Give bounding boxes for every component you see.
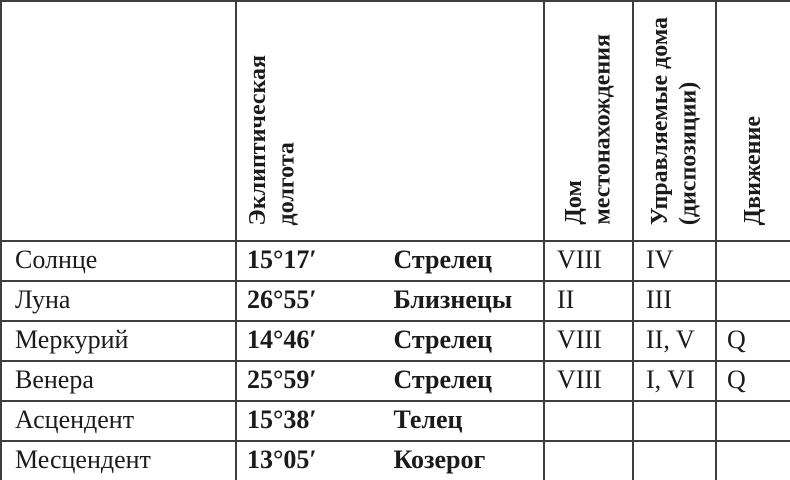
longitude-cell: 15°38′ Телец [235, 400, 545, 442]
longitude-cell: 14°46′ Стрелец [235, 320, 545, 362]
planet-name: Солнце [0, 240, 237, 282]
longitude-cell: 15°17′ Стрелец [235, 240, 545, 282]
table-row-midheaven: Месцендент 13°05′ Козерог [0, 440, 790, 480]
zodiac-sign: Стрелец [393, 365, 493, 394]
header-line: (диспозиции) [675, 81, 702, 225]
zodiac-sign: Близнецы [393, 285, 513, 314]
ruled-houses-value [632, 440, 717, 480]
header-house-of-location-vtext: Дом местонахождения [560, 34, 617, 225]
ruled-houses-value [632, 400, 717, 442]
longitude-value: 15°17′ [247, 245, 317, 274]
longitude-value: 25°59′ [247, 365, 317, 394]
table-header-row: Эклиптическая долгота Дом местонахождени… [0, 0, 790, 242]
planet-name: Луна [0, 280, 237, 322]
ruled-houses-value: IV [632, 240, 717, 282]
planet-name: Меркурий [0, 320, 237, 362]
planet-name: Венера [0, 360, 237, 402]
house-value: VIII [543, 320, 634, 362]
table-row-ascendant: Асцендент 15°38′ Телец [0, 400, 790, 442]
longitude-value: 13°05′ [247, 445, 317, 474]
longitude-cell: 26°55′ Близнецы [235, 280, 545, 322]
zodiac-sign: Телец [393, 405, 463, 434]
table-row-mercury: Меркурий 14°46′ Стрелец VIII II, V Q [0, 320, 790, 362]
header-house-of-location: Дом местонахождения [543, 0, 634, 242]
ruled-houses-value: III [632, 280, 717, 322]
header-movement-vtext: Движение [739, 116, 767, 225]
longitude-cell: 25°59′ Стрелец [235, 360, 545, 402]
table-row-moon: Луна 26°55′ Близнецы II III [0, 280, 790, 322]
point-name: Месцендент [0, 440, 237, 480]
table-row-sun: Солнце 15°17′ Стрелец VIII IV [0, 240, 790, 282]
longitude-value: 14°46′ [247, 325, 317, 354]
header-ruled-houses-vtext: Управляемые дома (диспозиции) [646, 17, 703, 225]
header-line: Движение [740, 115, 767, 225]
house-value: VIII [543, 360, 634, 402]
motion-value [715, 440, 790, 480]
longitude-cell: 13°05′ Козерог [235, 440, 545, 480]
longitude-value: 26°55′ [247, 285, 317, 314]
header-line: долгота [273, 141, 300, 225]
motion-value: Q [715, 360, 790, 402]
house-value: VIII [543, 240, 634, 282]
header-ecliptic-longitude: Эклиптическая долгота [235, 0, 545, 242]
motion-value [715, 280, 790, 322]
table-row-venus: Венера 25°59′ Стрелец VIII I, VI Q [0, 360, 790, 402]
header-line: Дом [561, 180, 588, 225]
point-name: Асцендент [0, 400, 237, 442]
zodiac-sign: Стрелец [393, 245, 493, 274]
zodiac-sign: Козерог [393, 445, 486, 474]
header-ruled-houses: Управляемые дома (диспозиции) [632, 0, 717, 242]
header-movement: Движение [715, 0, 790, 242]
motion-value [715, 240, 790, 282]
motion-value: Q [715, 320, 790, 362]
house-value [543, 440, 634, 480]
longitude-value: 15°38′ [247, 405, 317, 434]
header-planet-empty [0, 0, 237, 242]
house-value: II [543, 280, 634, 322]
header-line: Эклиптическая [245, 54, 271, 225]
header-line: местонахождения [589, 34, 616, 225]
header-ecliptic-longitude-vtext: Эклиптическая долгота [244, 55, 301, 225]
house-value [543, 400, 634, 442]
ruled-houses-value: I, VI [632, 360, 717, 402]
ruled-houses-value: II, V [632, 320, 717, 362]
motion-value [715, 400, 790, 442]
zodiac-sign: Стрелец [393, 325, 493, 354]
header-line: Управляемые дома [647, 16, 674, 225]
